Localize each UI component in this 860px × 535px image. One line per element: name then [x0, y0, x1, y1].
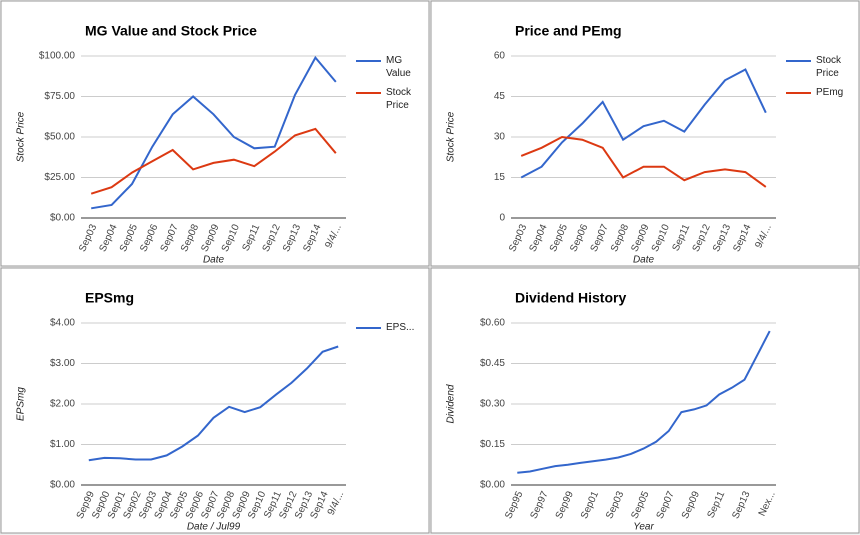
panel-background [0, 267, 430, 534]
y-tick-label: 30 [494, 132, 506, 143]
series-line [91, 55, 337, 210]
legend-entry: Stock Price [816, 55, 842, 79]
legend-entry: EPS... [386, 322, 415, 333]
legend-label: PEmg [816, 87, 844, 98]
legend-label: EPS... [386, 322, 415, 333]
x-axis-label: Date [633, 255, 655, 266]
legend-label: Stock Price [386, 87, 412, 111]
y-axis-label: Dividend [446, 384, 457, 423]
chart-panel: Price and PEmg015304560Sep03Sep04Sep05Se… [430, 0, 860, 267]
y-tick-label: 45 [494, 91, 506, 102]
y-tick-label: $100.00 [39, 51, 76, 62]
chart-title: MG Value and Stock Price [85, 23, 257, 39]
y-axis-label: EPSmg [16, 387, 27, 421]
y-tick-label: $0.30 [480, 399, 505, 410]
y-tick-label: $0.00 [480, 480, 505, 491]
x-axis-label: Year [633, 522, 654, 533]
panel-background [430, 267, 860, 534]
chart-title: Dividend History [515, 290, 626, 306]
chart-title: Price and PEmg [515, 23, 622, 39]
series-line [520, 68, 767, 179]
y-tick-label: 15 [494, 172, 506, 183]
legend-entry: Stock Price [386, 87, 412, 111]
y-axis-label: Stock Price [16, 111, 27, 162]
chart-panel: EPSmg$0.00$1.00$2.00$3.00$4.00Sep99Sep00… [0, 267, 430, 534]
legend-label: Stock Price [816, 55, 842, 79]
y-tick-label: $0.15 [480, 439, 505, 450]
chart-panel: Dividend History $0.00 $0.15 $0.30 $0.45 $0.6… [430, 267, 860, 534]
y-tick-label: $25.00 [44, 172, 75, 183]
y-tick-label: $2.00 [50, 399, 75, 410]
y-tick-label: $75.00 [44, 91, 75, 102]
y-tick-label: $0.60 [480, 318, 505, 329]
y-tick-label: $0.00 [50, 480, 75, 491]
y-tick-label: $0.00 [50, 213, 75, 224]
series-line [90, 127, 337, 195]
x-axis-label: Date / Jul99 [187, 522, 241, 533]
y-tick-label: $4.00 [50, 318, 75, 329]
y-tick-label: $1.00 [50, 439, 75, 450]
y-tick-label: 60 [494, 51, 506, 62]
series-line [88, 345, 339, 462]
x-axis-label: Date [203, 255, 225, 266]
series-line [520, 135, 767, 188]
chart-title: EPSmg [85, 290, 134, 306]
y-tick-label: $3.00 [50, 358, 75, 369]
y-axis-label: Stock Price [446, 111, 457, 162]
legend-entry: MG Value [386, 55, 411, 79]
y-tick-label: $0.45 [480, 358, 505, 369]
panel-background [430, 0, 860, 267]
legend-label: MG Value [386, 55, 411, 79]
y-tick-label: $50.00 [44, 132, 75, 143]
panel-background [0, 0, 430, 267]
legend-entry: PEmg [816, 87, 844, 98]
chart-panel: MG Value and Stock Price $0.00 $25.00 $50.0… [0, 0, 430, 267]
series-line [517, 330, 771, 474]
y-tick-label: 0 [499, 213, 505, 224]
